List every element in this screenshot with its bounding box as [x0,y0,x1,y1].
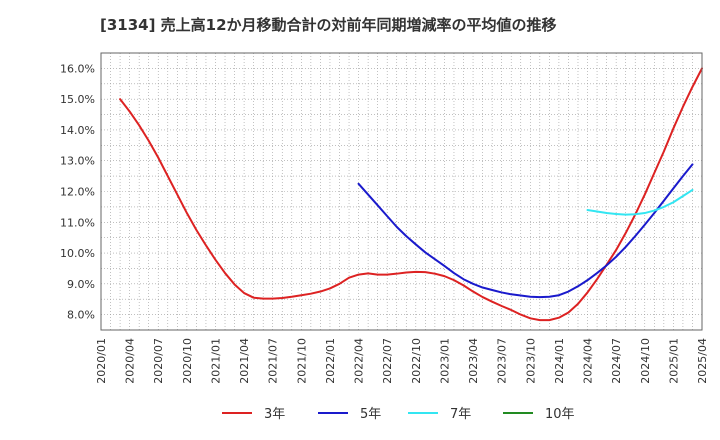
x-tick-label: 2023/01 [438,338,451,384]
legend-label-10年: 10年 [545,407,575,422]
y-tick-label: 10.0% [60,247,95,260]
x-tick-label: 2025/04 [696,338,709,384]
y-tick-label: 11.0% [60,216,95,229]
plot-frame [100,52,703,331]
series-lines [119,67,703,322]
x-tick-label: 2024/01 [553,338,566,384]
x-tick-label: 2022/10 [410,338,423,384]
x-tick-label: 2024/10 [639,338,652,384]
series-line-5年 [357,163,694,299]
y-tick-label: 15.0% [60,93,95,106]
x-tick-label: 2022/01 [324,338,337,384]
series-line-3年 [119,67,703,322]
x-tick-label: 2024/04 [582,338,595,384]
series-line-7年 [586,188,694,216]
y-tick-label: 14.0% [60,124,95,137]
x-tick-label: 2022/04 [353,338,366,384]
legend-label-5年: 5年 [360,407,381,422]
y-tick-label: 13.0% [60,155,95,168]
x-tick-label: 2023/04 [467,338,480,384]
legend-label-3年: 3年 [264,407,285,422]
y-tick-label: 16.0% [60,62,95,75]
x-tick-label: 2021/07 [267,338,280,384]
x-tick-label: 2021/01 [209,338,222,384]
x-tick-label: 2021/10 [295,338,308,384]
x-tick-label: 2022/07 [381,338,394,384]
legend: 3年 5年 7年 10年 [222,407,575,422]
chart-title: [3134] 売上高12か月移動合計の対前年同期増減率の平均値の推移 [100,16,557,34]
x-tick-label: 2023/07 [496,338,509,384]
x-tick-label: 2025/01 [667,338,680,384]
x-tick-label: 2020/04 [124,338,137,384]
y-tick-label: 9.0% [67,278,95,291]
legend-label-7年: 7年 [450,407,471,422]
grid [100,52,703,331]
x-tick-label: 2020/10 [181,338,194,384]
x-tick-label: 2024/07 [610,338,623,384]
y-tick-label: 8.0% [67,309,95,322]
x-tick-label: 2020/07 [152,338,165,384]
x-tick-label: 2023/10 [524,338,537,384]
x-tick-label: 2021/04 [238,338,251,384]
axes: 8.0% 9.0% 10.0% 11.0% 12.0% 13.0% 14.0% 15.0% 16… [60,52,709,384]
x-tick-label: 2020/01 [95,338,108,384]
y-tick-label: 12.0% [60,186,95,199]
